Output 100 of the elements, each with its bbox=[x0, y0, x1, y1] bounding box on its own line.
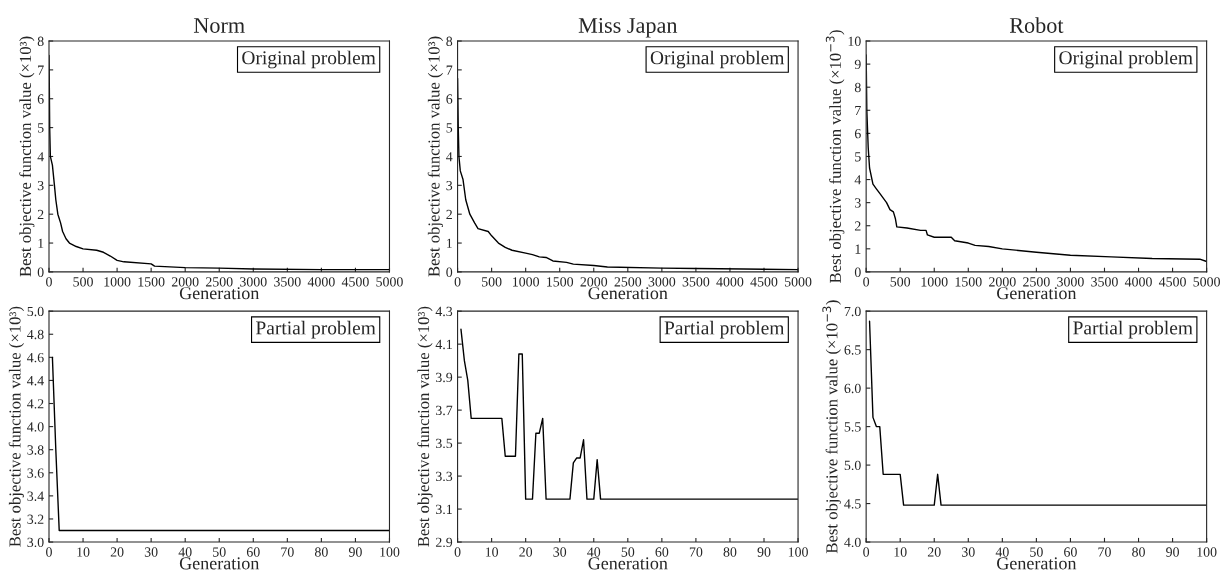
y-tick-label: 4.0 bbox=[844, 537, 861, 548]
y-tick-label: 4.8 bbox=[27, 329, 44, 340]
x-tick-label: 50 bbox=[1030, 547, 1043, 557]
x-tick-label: 4000 bbox=[1124, 277, 1152, 287]
x-tick-label: 3000 bbox=[1057, 277, 1084, 287]
x-axis-title: Generation bbox=[179, 287, 260, 300]
y-tick-label: 4.2 bbox=[27, 399, 44, 409]
y-tick-label: 6 bbox=[854, 129, 861, 139]
x-tick-label: 80 bbox=[314, 547, 328, 557]
x-tick-label: 70 bbox=[281, 547, 294, 557]
chart-title: Norm bbox=[193, 18, 245, 33]
y-tick-label: 3.2 bbox=[27, 514, 44, 524]
x-tick-label: 20 bbox=[519, 547, 533, 557]
annotation: Partial problem bbox=[664, 320, 785, 339]
x-tick-label: 2500 bbox=[205, 277, 233, 287]
x-tick-label: 2500 bbox=[1023, 277, 1050, 287]
x-tick-label: 100 bbox=[788, 547, 808, 557]
y-tick-label: 0 bbox=[446, 267, 453, 277]
x-tick-label: 50 bbox=[621, 547, 635, 557]
y-tick-label: 3 bbox=[37, 180, 44, 191]
x-tick-label: 0 bbox=[454, 547, 461, 557]
y-tick-label: 4.3 bbox=[435, 306, 453, 317]
y-tick-label: 3.4 bbox=[27, 491, 44, 501]
x-tick-label: 60 bbox=[655, 547, 669, 557]
y-tick-label: 5 bbox=[38, 123, 44, 133]
y-axis-title: Best objective function value (×10³) bbox=[19, 36, 35, 277]
y-tick-label: 5.0 bbox=[844, 460, 861, 471]
x-tick-label: 40 bbox=[178, 547, 192, 557]
x-tick-label: 0 bbox=[863, 547, 870, 557]
x-tick-label: 2500 bbox=[614, 277, 642, 287]
x-tick-label: 1000 bbox=[104, 277, 131, 287]
y-tick-label: 1 bbox=[446, 238, 452, 248]
y-tick-label: 1 bbox=[855, 244, 861, 254]
x-tick-label: 0 bbox=[46, 277, 52, 287]
x-tick-label: 3000 bbox=[648, 277, 676, 287]
y-tick-label: 4 bbox=[854, 175, 862, 185]
y-tick-label: 4 bbox=[446, 152, 453, 162]
x-axis-title: Generation bbox=[997, 557, 1077, 570]
y-tick-label: 8 bbox=[854, 82, 861, 93]
x-tick-label: 90 bbox=[1166, 547, 1179, 557]
x-tick-label: 80 bbox=[1132, 547, 1145, 557]
y-tick-label: 3.1 bbox=[436, 504, 452, 515]
y-tick-label: 8 bbox=[446, 36, 453, 46]
x-tick-label: 10 bbox=[894, 547, 907, 557]
y-tick-label: 5 bbox=[855, 152, 861, 162]
y-tick-label: 4.5 bbox=[844, 499, 861, 509]
x-tick-label: 2000 bbox=[171, 277, 199, 287]
x-tick-label: 2000 bbox=[989, 277, 1016, 287]
x-axis-title: Generation bbox=[997, 287, 1077, 300]
y-axis-title: Best objective function value (×10³) bbox=[427, 36, 443, 277]
y-tick-label: 3 bbox=[855, 198, 861, 208]
y-tick-label: 2 bbox=[854, 221, 861, 231]
y-tick-label: 5.0 bbox=[27, 306, 44, 317]
y-tick-label: 2 bbox=[446, 209, 452, 220]
x-tick-label: 1500 bbox=[138, 277, 165, 287]
y-axis-title: Best objective function value (×10$^{−3}$) bbox=[822, 300, 841, 554]
x-tick-label: 70 bbox=[1098, 547, 1111, 557]
x-tick-label: 70 bbox=[689, 547, 703, 557]
y-tick-label: 0 bbox=[37, 267, 44, 277]
y-tick-label: 3.9 bbox=[436, 372, 453, 383]
x-tick-label: 1500 bbox=[955, 277, 982, 287]
x-tick-label: 10 bbox=[77, 547, 90, 557]
x-tick-label: 30 bbox=[144, 547, 158, 557]
x-tick-label: 5000 bbox=[784, 277, 812, 287]
x-tick-label: 40 bbox=[995, 547, 1009, 557]
x-axis-title: Generation bbox=[588, 287, 668, 300]
y-tick-label: 4.6 bbox=[27, 352, 44, 363]
y-tick-label: 3 bbox=[446, 180, 453, 191]
y-tick-label: 6.5 bbox=[844, 345, 861, 355]
x-tick-label: 30 bbox=[962, 547, 975, 557]
y-tick-label: 8 bbox=[37, 36, 44, 46]
x-tick-label: 90 bbox=[348, 547, 362, 557]
chart-title: Robot bbox=[1009, 17, 1064, 33]
x-tick-label: 4500 bbox=[1158, 277, 1186, 287]
x-tick-label: 0 bbox=[46, 547, 52, 557]
y-tick-label: 3.7 bbox=[436, 405, 453, 416]
x-tick-label: 4000 bbox=[716, 277, 744, 287]
x-tick-label: 3500 bbox=[274, 277, 301, 287]
x-tick-label: 90 bbox=[757, 547, 771, 557]
x-axis-title: Generation bbox=[179, 557, 260, 570]
x-tick-label: 3500 bbox=[1091, 277, 1118, 287]
x-tick-label: 50 bbox=[213, 547, 226, 557]
y-tick-label: 6.0 bbox=[844, 383, 861, 394]
x-tick-label: 0 bbox=[863, 277, 870, 287]
x-tick-label: 60 bbox=[246, 547, 260, 557]
y-tick-label: 3.8 bbox=[27, 445, 44, 455]
y-tick-label: 4.4 bbox=[27, 376, 44, 386]
line-series bbox=[868, 320, 1207, 506]
x-tick-label: 2000 bbox=[580, 277, 608, 287]
x-tick-label: 1500 bbox=[547, 277, 574, 287]
y-tick-label: 2 bbox=[37, 209, 44, 220]
x-tick-label: 4500 bbox=[341, 277, 369, 287]
x-tick-label: 20 bbox=[110, 547, 124, 557]
y-tick-label: 10 bbox=[848, 36, 861, 46]
annotation: Original problem bbox=[1059, 50, 1193, 69]
y-tick-label: 7 bbox=[38, 65, 44, 75]
y-tick-label: 0 bbox=[854, 267, 861, 277]
x-tick-label: 60 bbox=[1064, 547, 1077, 557]
y-axis-title: Best objective function value (×10³) bbox=[8, 306, 24, 547]
annotation: Partial problem bbox=[256, 320, 376, 339]
